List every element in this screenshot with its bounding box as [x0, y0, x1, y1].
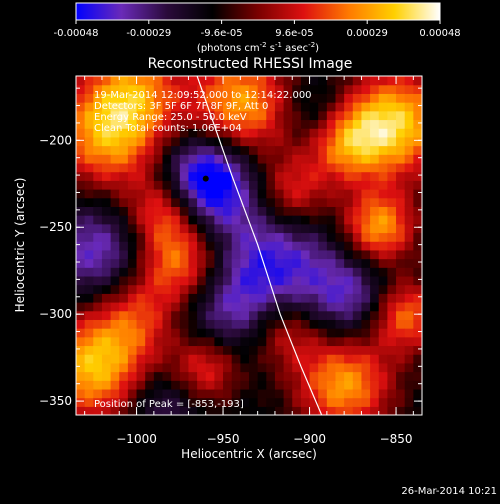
colorbar-tick-labels: -0.00048 -0.00029 -9.6e-05 9.6e-05 0.00029 0.… [54, 28, 461, 39]
plot-frame [75, 75, 423, 416]
colorbar-tick-label: 0.00048 [419, 28, 460, 39]
footer-timestamp: 26-Mar-2014 10:21 [401, 486, 497, 497]
x-tick-label: −950 [207, 432, 240, 446]
colorbar-tick-label: -0.00029 [126, 28, 171, 39]
x-tick-label: −1000 [116, 432, 157, 446]
colorbar-tick-label: 9.6e-05 [275, 28, 313, 39]
colorbar-ticks [75, 20, 441, 24]
peak-position-label: Position of Peak = [-853,-193] [94, 399, 244, 410]
annotation-detectors: Detectors: 3F 5F 6F 7F 8F 9F, Att 0 [94, 101, 268, 112]
annotation-energy-range: Energy Range: 25.0 - 50.0 keV [94, 112, 247, 123]
x-axis-label: Heliocentric X (arcsec) [181, 447, 317, 461]
chart-title: Reconstructed RHESSI Image [148, 56, 353, 72]
heatmap-image [76, 76, 422, 415]
solar-limb-line [196, 76, 323, 415]
y-axis-label: Heliocentric Y (arcsec) [13, 178, 27, 313]
y-tick-labels: −350 −300 −250 −200 [39, 133, 72, 408]
annotation-clean-counts: Clean Total counts: 1.06E+04 [94, 123, 242, 134]
y-tick-label: −200 [39, 133, 72, 147]
y-tick-label: −250 [39, 220, 72, 234]
colorbar-tick-label: 0.00029 [347, 28, 388, 39]
annotation-time-range: 19-Mar-2014 12:09:52.000 to 12:14:22.000 [94, 90, 312, 101]
y-tick-label: −300 [39, 307, 72, 321]
x-tick-label: −850 [380, 432, 413, 446]
annotation-block: 19-Mar-2014 12:09:52.000 to 12:14:22.000… [94, 90, 312, 134]
colorbar-tick-label: -9.6e-05 [201, 28, 243, 39]
x-tick-label: −900 [293, 432, 326, 446]
colorbar [75, 2, 441, 21]
x-tick-labels: −1000 −950 −900 −850 [116, 432, 412, 446]
colorbar-tick-label: -0.00048 [54, 28, 99, 39]
peak-marker [202, 175, 209, 182]
y-tick-label: −350 [39, 394, 72, 408]
axis-ticks [76, 76, 422, 415]
colorbar-units-label: (photons cm-2 s-1 asec-2) [197, 41, 319, 54]
